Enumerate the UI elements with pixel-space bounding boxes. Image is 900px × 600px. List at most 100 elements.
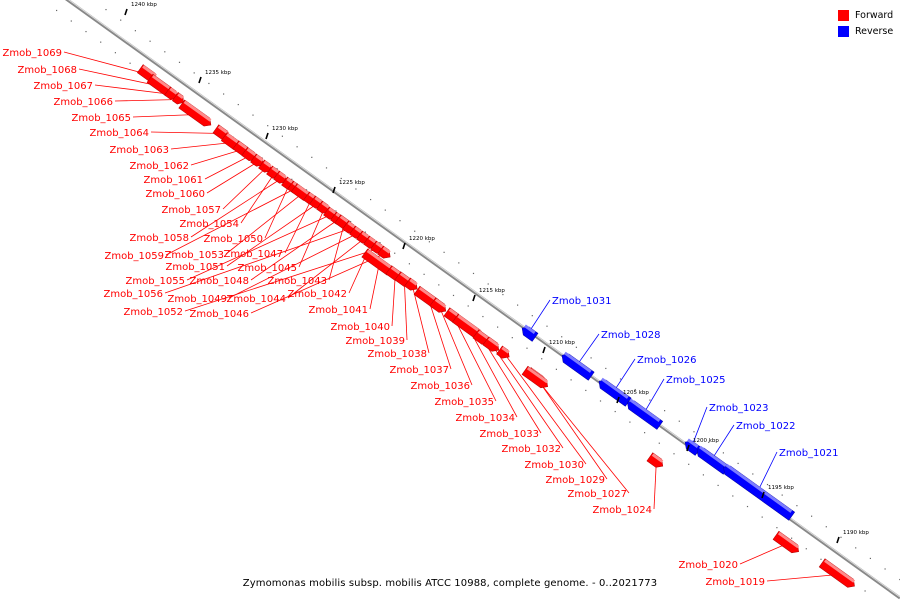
major-tick	[836, 536, 840, 544]
gene-box-zmob-1045[interactable]	[316, 200, 333, 216]
tick-dot	[511, 337, 513, 339]
leader-line	[528, 299, 551, 333]
scale-label: 1205 kbp	[623, 390, 649, 396]
major-tick	[265, 132, 269, 140]
gene-label: Zmob_1053	[164, 250, 224, 261]
gene-label: Zmob_1034	[455, 413, 515, 424]
scale-label: 1235 kbp	[205, 70, 231, 76]
gene-box-zmob-1046[interactable]	[377, 245, 394, 261]
gene-box-zmob-1057[interactable]	[258, 159, 275, 175]
gene-box-zmob-1032[interactable]	[482, 336, 502, 354]
gene-arrow-shade	[600, 377, 629, 399]
leader-line	[653, 461, 657, 510]
gene-box-zmob-1031[interactable]	[519, 324, 539, 342]
gene-box-zmob-1058[interactable]	[273, 170, 290, 186]
leader-line	[222, 167, 267, 210]
gene-label: Zmob_1057	[161, 205, 221, 216]
leader-line	[711, 424, 735, 460]
gene-box-zmob-1030[interactable]	[496, 345, 513, 361]
gene-arrow-shade	[169, 87, 178, 95]
gene-label: Zmob_1060	[145, 189, 205, 200]
label-leaders	[63, 51, 839, 582]
gene-label: Zmob_1056	[103, 289, 163, 300]
gene-box-zmob-1024[interactable]	[646, 452, 666, 470]
gene-box-zmob-1036[interactable]	[429, 297, 449, 315]
tick-dot	[717, 484, 719, 487]
gene-arrow-shade	[524, 324, 536, 334]
tick-dot	[673, 453, 675, 455]
gene-box-zmob-1020[interactable]	[772, 530, 802, 555]
gene-arrow	[723, 465, 795, 521]
gene-label: Zmob_1043	[267, 276, 327, 287]
gene-label: Zmob_1021	[779, 448, 839, 459]
gene-label: Zmob_1049	[167, 294, 227, 305]
gene-label: Zmob_1024	[592, 505, 652, 516]
leader-line	[369, 263, 380, 310]
gene-arrow-shade	[563, 351, 592, 373]
tick-dot	[555, 368, 557, 370]
tick-dot	[335, 210, 337, 212]
leader-line	[535, 377, 608, 480]
tick-dot	[305, 189, 308, 191]
gene-box-zmob-1066[interactable]	[171, 92, 186, 107]
gene-arrow-shade	[526, 366, 549, 384]
leader-line	[438, 306, 473, 386]
tick-dot	[443, 251, 445, 253]
leader-line	[150, 131, 223, 134]
gene-box-zmob-1060[interactable]	[250, 153, 267, 169]
tick-dot	[467, 305, 469, 307]
tick-dot	[384, 209, 386, 211]
tick-dot	[864, 590, 866, 592]
legend-reverse: Reverse	[838, 24, 898, 39]
tick-dot	[452, 294, 455, 297]
gene-box-zmob-1065[interactable]	[178, 99, 214, 129]
major-tick	[616, 396, 620, 404]
leader-line	[452, 316, 497, 402]
gene-box-zmob-1023[interactable]	[682, 438, 702, 456]
tick-dot	[517, 304, 519, 306]
tick-dot	[708, 441, 710, 443]
leader-line	[403, 280, 408, 341]
tick-dot	[840, 536, 842, 538]
major-tick	[761, 491, 765, 499]
gene-arrow-shade	[347, 221, 356, 229]
gene-arrow-shade	[687, 438, 699, 448]
gene-label: Zmob_1031	[552, 296, 612, 307]
scale-label: 1220 kbp	[409, 236, 435, 242]
tick-dot	[134, 30, 136, 32]
gene-box-zmob-1019[interactable]	[818, 558, 857, 590]
gene-box-zmob-1025[interactable]	[624, 398, 664, 430]
leader-line	[613, 358, 636, 392]
gene-arrow-shade	[366, 249, 395, 271]
gene-box-zmob-1021[interactable]	[721, 463, 795, 521]
leader-line	[228, 233, 358, 299]
gene-arrow-shade	[399, 272, 412, 282]
tick-dot	[423, 273, 425, 275]
leader-line	[391, 274, 396, 327]
leader-line	[186, 214, 332, 281]
gene-label: Zmob_1041	[308, 305, 368, 316]
gene-label: Zmob_1039	[345, 336, 405, 347]
gene-arrow-shade	[314, 196, 323, 204]
gene-arrow-shade	[263, 160, 272, 168]
gene-box-zmob-1028[interactable]	[559, 351, 595, 381]
gene-arrow-shade	[151, 74, 174, 92]
gene-box-zmob-1038[interactable]	[404, 277, 421, 293]
leader-line	[503, 353, 587, 465]
tick-dot	[585, 389, 587, 392]
gene-label: Zmob_1069	[2, 48, 62, 59]
gene-box-zmob-1026[interactable]	[596, 377, 632, 407]
tick-dot	[869, 557, 871, 560]
gene-arrow-shade	[354, 226, 363, 234]
legend-forward: Forward	[838, 8, 898, 23]
leader-line	[170, 142, 233, 150]
leader-line	[766, 574, 839, 582]
leader-line	[165, 188, 296, 256]
gene-label: Zmob_1067	[33, 81, 93, 92]
tick-dot	[497, 326, 499, 328]
gene-label: Zmob_1047	[223, 249, 283, 260]
leader-line	[643, 378, 665, 414]
tick-dot	[884, 568, 886, 570]
gene-box-zmob-1027[interactable]	[521, 365, 551, 390]
gene-label: Zmob_1022	[736, 421, 796, 432]
